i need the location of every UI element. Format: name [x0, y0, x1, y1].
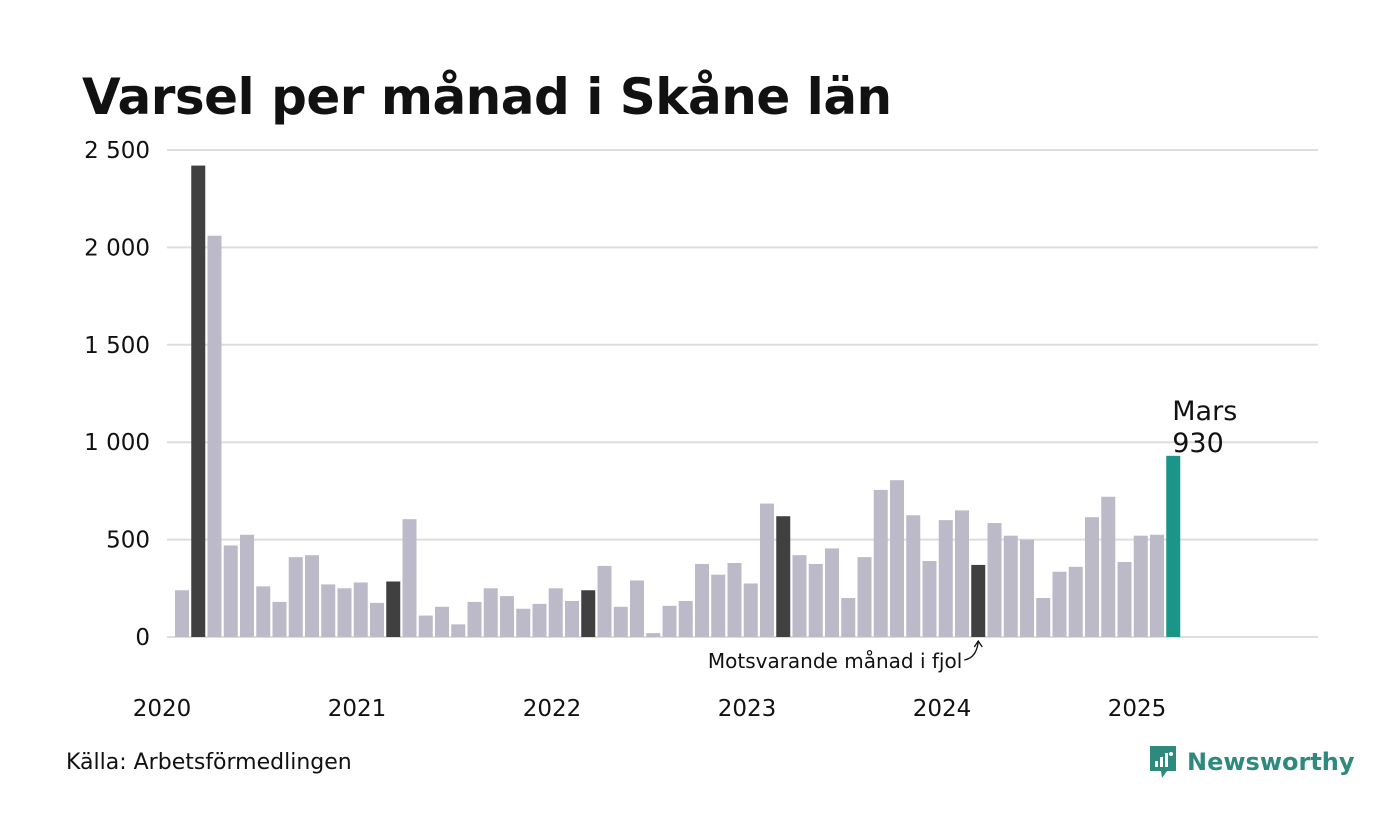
- y-tick-label: 1 000: [84, 430, 150, 456]
- bar: [370, 602, 384, 637]
- bar: [597, 565, 612, 637]
- bar: [922, 561, 937, 637]
- bar: [467, 601, 482, 637]
- bar: [646, 633, 661, 637]
- bar: [808, 563, 823, 637]
- y-tick-label: 0: [135, 625, 150, 651]
- chart-annotations: Mars 930 Motsvarande månad i fjol: [708, 396, 1237, 673]
- x-tick-label: 2020: [133, 696, 192, 722]
- bar: [792, 555, 807, 637]
- bar: [955, 510, 969, 637]
- bar: [857, 557, 872, 637]
- bar: [191, 165, 206, 638]
- bar: [532, 603, 547, 637]
- current-month-label: Mars: [1172, 396, 1237, 427]
- bar: [1003, 535, 1018, 637]
- bar: [272, 601, 287, 637]
- bar: [1020, 539, 1034, 637]
- bar: [727, 562, 742, 637]
- bar: [483, 588, 498, 637]
- prev-year-annotation: Motsvarande månad i fjol: [708, 649, 962, 673]
- annotation-arrow: [964, 641, 979, 661]
- x-tick-label: 2022: [523, 696, 582, 722]
- bars: [175, 165, 1181, 638]
- bar: [1101, 496, 1116, 637]
- current-value-label: 930: [1172, 428, 1224, 459]
- bar: [971, 564, 986, 637]
- bar: [321, 584, 336, 637]
- bar: [890, 480, 904, 637]
- y-tick-label: 500: [106, 528, 150, 554]
- bar: [938, 520, 953, 637]
- bar: [565, 600, 579, 637]
- y-axis-ticks: 0 500 1 000 1 500 2 000 2 500: [84, 138, 150, 651]
- newsworthy-logo[interactable]: Newsworthy: [1148, 744, 1355, 780]
- bar: [1166, 455, 1181, 637]
- x-tick-label: 2024: [913, 696, 972, 722]
- bar: [1150, 534, 1164, 637]
- y-tick-label: 2 500: [84, 138, 150, 164]
- bar: [581, 590, 596, 637]
- bar: [1068, 566, 1083, 637]
- y-tick-label: 2 000: [84, 235, 150, 261]
- bar: [386, 581, 401, 637]
- bar: [1133, 535, 1148, 637]
- bar: [516, 608, 531, 637]
- bar: [1036, 598, 1051, 637]
- bar: [776, 516, 791, 637]
- bar: [906, 515, 921, 637]
- bar: [1085, 517, 1099, 637]
- bar: [256, 586, 271, 637]
- bar: [695, 563, 709, 637]
- y-tick-label: 1 500: [84, 333, 150, 359]
- bar: [873, 489, 888, 637]
- bar: [337, 588, 352, 637]
- x-tick-label: 2021: [328, 696, 387, 722]
- bar: [548, 588, 563, 637]
- bar: [353, 582, 368, 637]
- bar: [987, 523, 1002, 637]
- bar: [825, 548, 839, 637]
- bar: [418, 615, 433, 637]
- annotation-arrowhead: [973, 639, 983, 648]
- bar: [678, 600, 693, 637]
- bar: [1117, 562, 1132, 637]
- bar: [288, 557, 303, 637]
- x-tick-label: 2023: [718, 696, 777, 722]
- bar: [743, 583, 758, 637]
- x-tick-label: 2025: [1108, 696, 1167, 722]
- chart-title: Varsel per månad i Skåne län: [82, 68, 892, 126]
- bar: [305, 555, 319, 637]
- newsworthy-logo-icon: [1150, 746, 1176, 778]
- bar: [500, 596, 514, 637]
- x-axis-ticks: 2020 2021 2022 2023 2024 2025: [133, 696, 1167, 722]
- bar: [451, 624, 466, 637]
- bar: [613, 606, 628, 637]
- brand-name: Newsworthy: [1187, 748, 1355, 776]
- bar: [223, 545, 238, 637]
- source-note: Källa: Arbetsförmedlingen: [66, 750, 352, 775]
- bar: [435, 606, 449, 637]
- bar: [1052, 571, 1067, 637]
- bar: [662, 605, 677, 637]
- bar: [175, 590, 189, 637]
- bar: [207, 235, 222, 637]
- bar: [760, 503, 774, 637]
- bar: [402, 519, 417, 637]
- bar: [711, 574, 726, 637]
- bar: [841, 598, 856, 637]
- bar: [630, 580, 644, 637]
- bar: [240, 534, 254, 637]
